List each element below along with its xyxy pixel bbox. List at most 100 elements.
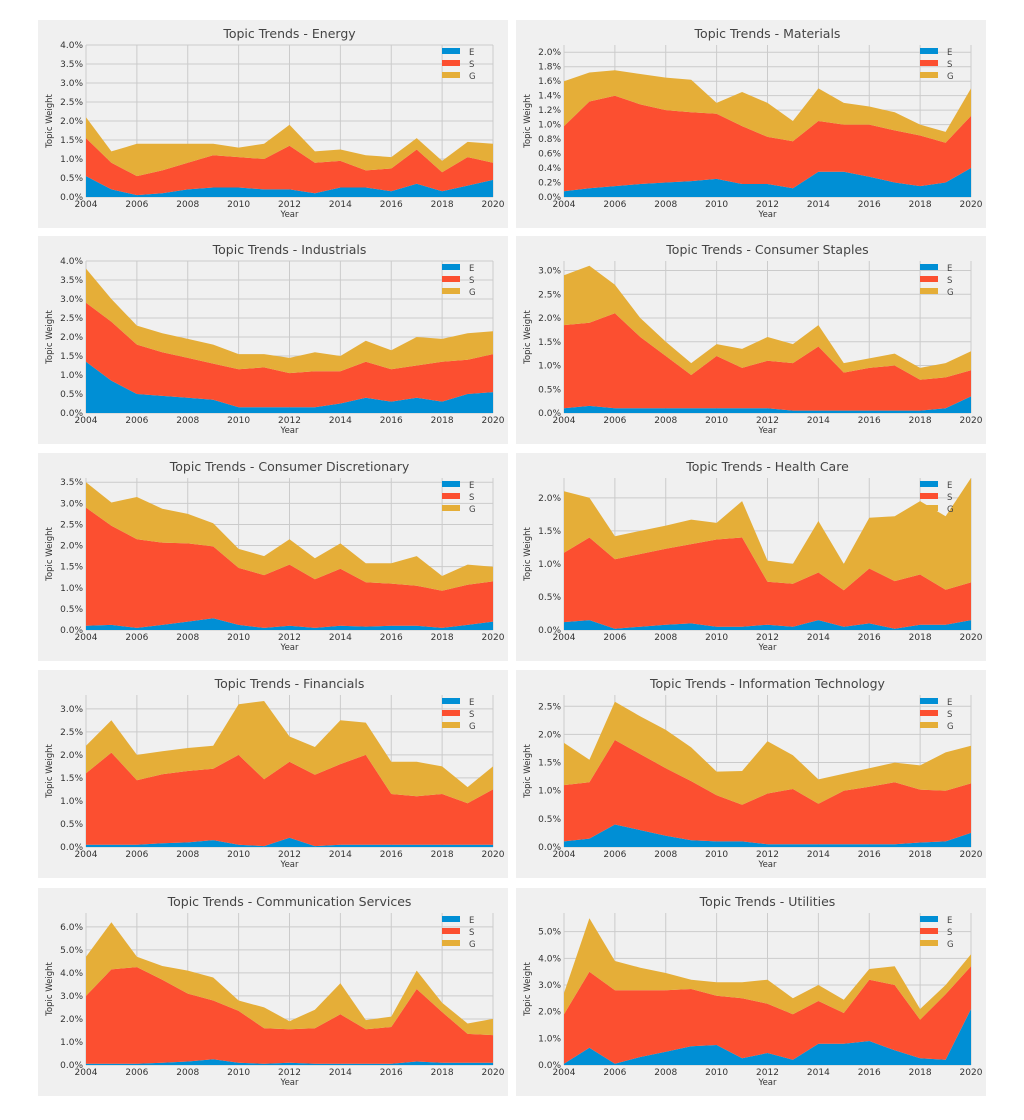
x-tick-label: 2020	[482, 850, 505, 860]
x-tick-label: 2010	[705, 633, 728, 643]
y-axis-label: Topic Weight	[523, 309, 533, 364]
chart-consumer-staples: 2004 2006 2008 2010 2012 2014 2016 2018 2020 0.0%…	[523, 242, 983, 436]
chart-panel-communication-services: 2004 2006 2008 2010 2012 2014 2016 2018 2020 0.0%…	[38, 888, 508, 1096]
legend-label-g: G	[947, 288, 954, 298]
y-tick-label: 1.0%	[60, 797, 83, 807]
legend-label-g: G	[469, 505, 476, 515]
legend-label-e: E	[469, 264, 474, 274]
y-tick-label: 4.0%	[60, 41, 83, 51]
y-tick-label: 1.8%	[538, 63, 561, 73]
x-tick-label: 2016	[380, 200, 403, 210]
legend: ESG	[920, 481, 954, 515]
chart-energy: 2004 2006 2008 2010 2012 2014 2016 2018 2020 0.0%…	[45, 26, 505, 220]
x-tick-label: 2012	[278, 850, 301, 860]
legend: ESG	[442, 48, 476, 82]
x-tick-label: 2020	[482, 633, 505, 643]
x-tick-label: 2014	[807, 633, 830, 643]
x-tick-label: 2020	[960, 200, 983, 210]
x-axis-label: Year	[758, 210, 778, 220]
x-tick-label: 2014	[329, 416, 352, 426]
y-tick-label: 1.0%	[538, 560, 561, 570]
chart-industrials: 2004 2006 2008 2010 2012 2014 2016 2018 2020 0.0%…	[45, 242, 505, 436]
y-tick-label: 1.5%	[60, 352, 83, 362]
x-tick-label: 2008	[176, 416, 199, 426]
x-tick-label: 2008	[654, 1068, 677, 1078]
legend-swatch-g	[442, 288, 460, 294]
x-tick-label: 2014	[329, 1068, 352, 1078]
x-tick-label: 2012	[278, 633, 301, 643]
y-tick-label: 0.6%	[538, 150, 561, 160]
legend-label-g: G	[469, 288, 476, 298]
x-tick-label: 2006	[603, 416, 626, 426]
y-tick-label: 0.4%	[538, 164, 561, 174]
area-series-e	[86, 618, 493, 630]
area-series-e	[86, 361, 493, 413]
x-tick-label: 2010	[227, 200, 250, 210]
x-tick-label: 2010	[705, 416, 728, 426]
x-tick-label: 2016	[380, 850, 403, 860]
x-axis-label: Year	[280, 426, 300, 436]
y-tick-label: 1.0%	[538, 362, 561, 372]
x-tick-label: 2014	[807, 200, 830, 210]
y-tick-label: 2.5%	[60, 520, 83, 530]
x-tick-label: 2016	[380, 633, 403, 643]
x-tick-label: 2004	[75, 633, 98, 643]
legend-swatch-s	[442, 928, 460, 934]
area-series-s	[86, 507, 493, 628]
y-tick-label: 2.0%	[60, 333, 83, 343]
legend-label-g: G	[469, 722, 476, 732]
x-tick-label: 2018	[909, 416, 932, 426]
y-tick-label: 1.0%	[60, 371, 83, 381]
legend-label-s: S	[947, 710, 952, 720]
chart-title: Topic Trends - Financials	[214, 676, 365, 691]
legend-swatch-e	[442, 48, 460, 54]
x-tick-label: 2010	[227, 633, 250, 643]
legend: ESG	[442, 481, 476, 515]
y-tick-label: 0.0%	[60, 193, 83, 203]
y-tick-label: 1.5%	[538, 338, 561, 348]
legend-label-s: S	[469, 60, 474, 70]
y-tick-label: 2.5%	[60, 728, 83, 738]
legend-label-e: E	[947, 698, 952, 708]
x-tick-label: 2012	[278, 200, 301, 210]
area-series-g	[86, 482, 493, 591]
y-tick-label: 0.5%	[538, 593, 561, 603]
legend-swatch-g	[920, 722, 938, 728]
y-tick-label: 1.0%	[538, 121, 561, 131]
y-tick-label: 2.5%	[538, 702, 561, 712]
y-tick-label: 4.0%	[538, 954, 561, 964]
x-tick-label: 2020	[960, 633, 983, 643]
x-axis-label: Year	[280, 210, 300, 220]
chart-title: Topic Trends - Information Technology	[649, 676, 886, 691]
legend: ESG	[920, 916, 954, 950]
y-axis-label: Topic Weight	[45, 961, 55, 1016]
area-series-g	[564, 918, 971, 1020]
x-tick-label: 2016	[858, 416, 881, 426]
x-tick-label: 2012	[756, 200, 779, 210]
legend: ESG	[920, 264, 954, 298]
legend-label-g: G	[469, 940, 476, 950]
x-axis-label: Year	[758, 426, 778, 436]
y-axis-label: Topic Weight	[523, 526, 533, 581]
y-tick-label: 0.0%	[538, 409, 561, 419]
y-tick-label: 3.5%	[60, 276, 83, 286]
legend-swatch-e	[920, 264, 938, 270]
x-tick-label: 2018	[431, 1068, 454, 1078]
x-tick-label: 2006	[603, 1068, 626, 1078]
chart-consumer-discretionary: 2004 2006 2008 2010 2012 2014 2016 2018 2020 0.0%…	[45, 459, 505, 653]
y-tick-label: 3.5%	[60, 478, 83, 488]
x-tick-label: 2014	[807, 850, 830, 860]
legend: ESG	[442, 264, 476, 298]
legend: ESG	[442, 916, 476, 950]
y-tick-label: 0.5%	[60, 605, 83, 615]
chart-panel-health-care: 2004 2006 2008 2010 2012 2014 2016 2018 2020 0.0%…	[516, 453, 986, 661]
legend-label-e: E	[947, 48, 952, 58]
chart-title: Topic Trends - Energy	[222, 26, 356, 41]
x-tick-label: 2006	[125, 1068, 148, 1078]
legend-label-s: S	[469, 928, 474, 938]
legend-swatch-e	[442, 698, 460, 704]
chart-panel-information-technology: 2004 2006 2008 2010 2012 2014 2016 2018 2020 0.0%…	[516, 670, 986, 878]
legend-label-g: G	[469, 72, 476, 82]
x-tick-label: 2006	[125, 416, 148, 426]
y-tick-label: 6.0%	[60, 923, 83, 933]
